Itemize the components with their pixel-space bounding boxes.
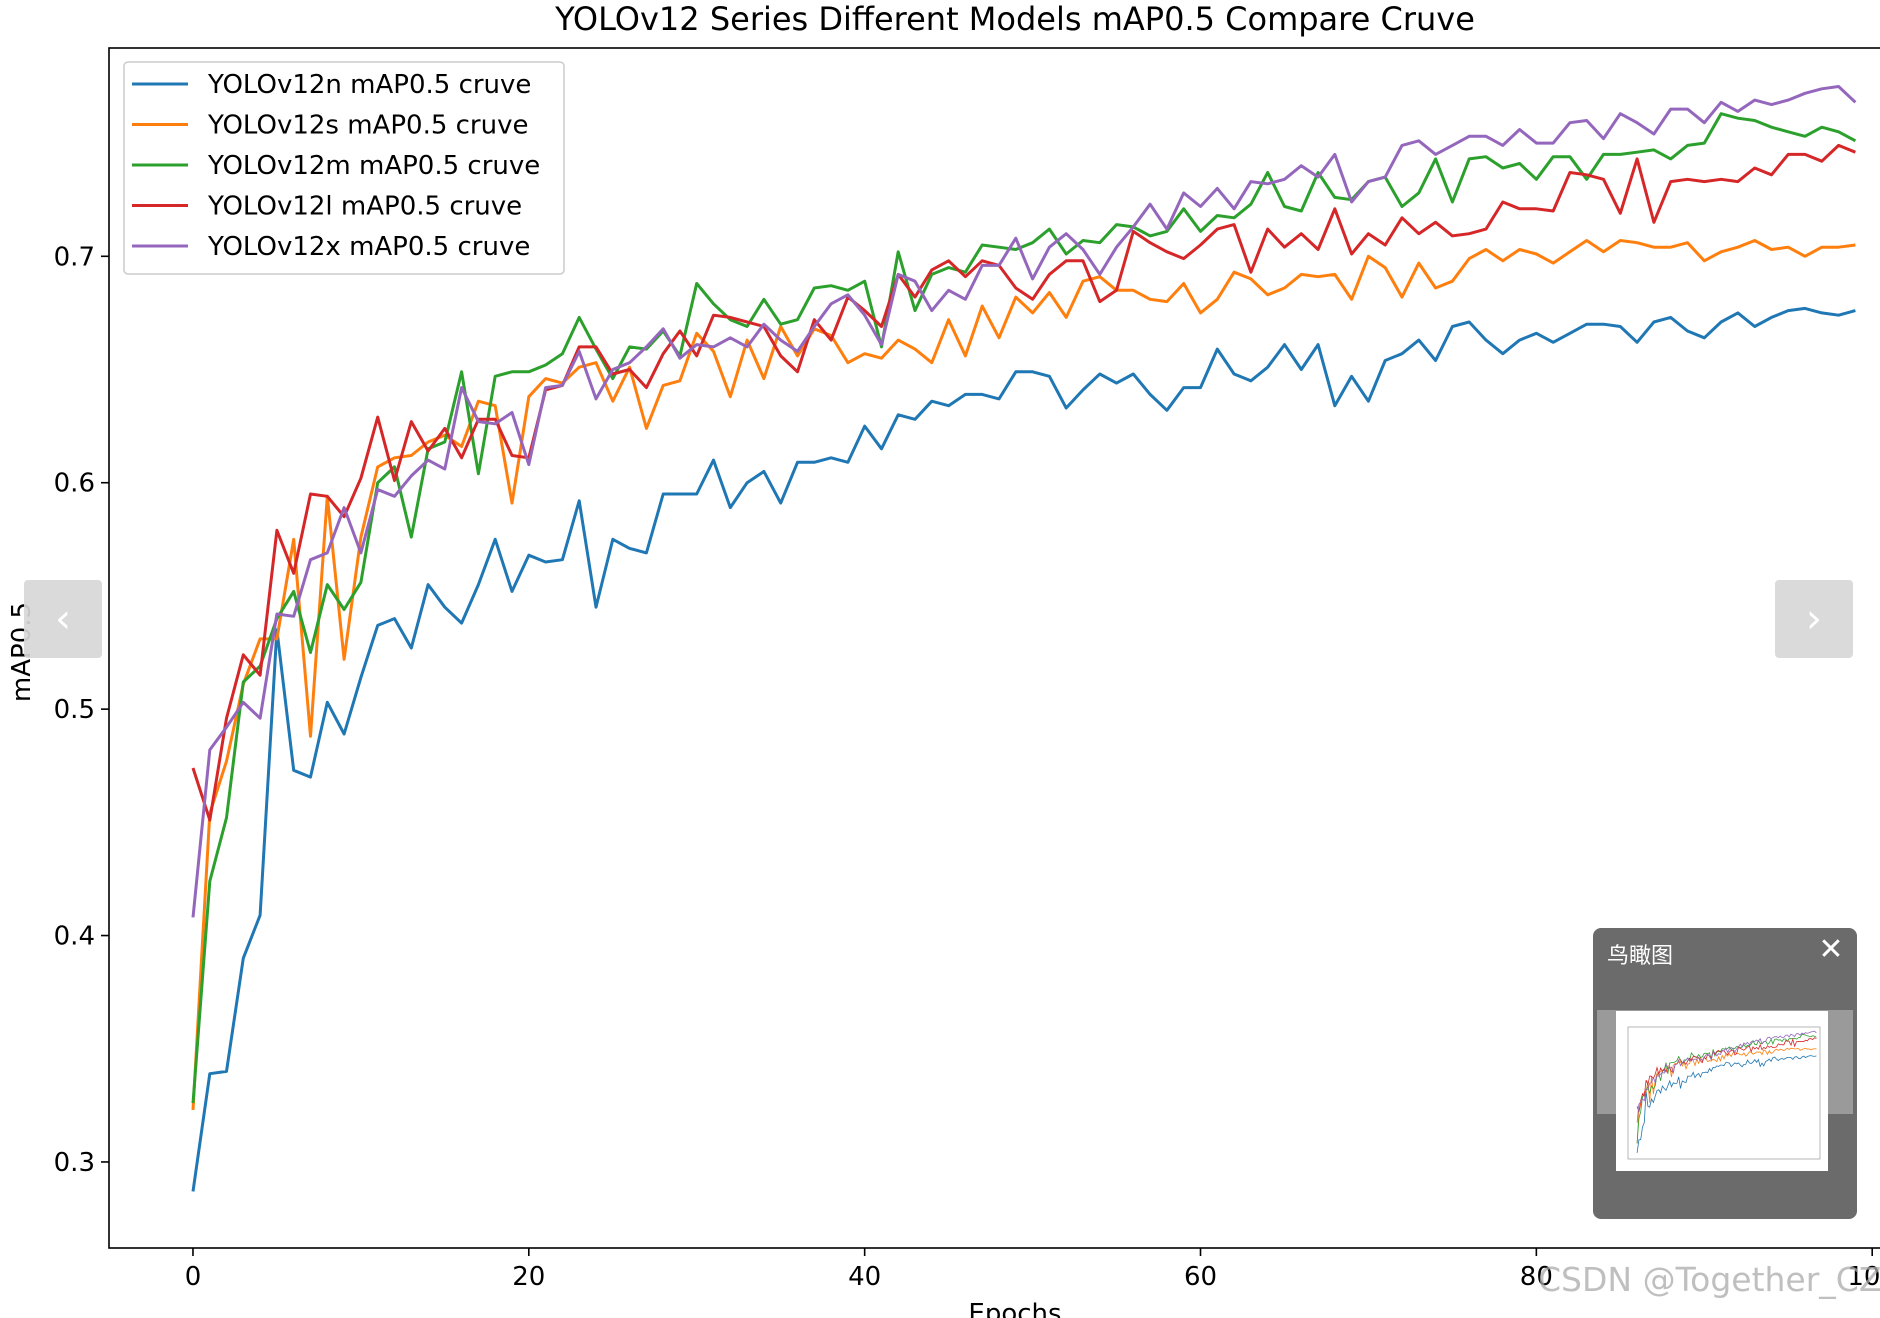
birdseye-title: 鸟瞰图: [1607, 944, 1674, 969]
thumb-plot-area: [1627, 1026, 1821, 1160]
legend-label: YOLOv12m mAP0.5 cruve: [207, 151, 540, 181]
legend-label: YOLOv12x mAP0.5 cruve: [207, 232, 530, 262]
x-axis-label: Epochs: [968, 1299, 1061, 1318]
legend: YOLOv12n mAP0.5 cruve YOLOv12s mAP0.5 cru…: [123, 61, 565, 275]
chart-title: YOLOv12 Series Different Models mAP0.5 C…: [554, 0, 1475, 38]
x-tick-label: 40: [848, 1262, 881, 1292]
x-tick-label: 0: [185, 1262, 202, 1292]
legend-label: YOLOv12n mAP0.5 cruve: [207, 70, 531, 100]
close-icon[interactable]: ✕: [1818, 932, 1844, 967]
x-tick-label: 80: [1520, 1262, 1553, 1292]
x-tick-label: 60: [1184, 1262, 1217, 1292]
birdseye-thumbnail[interactable]: [1616, 1011, 1828, 1171]
legend-label: YOLOv12s mAP0.5 cruve: [207, 111, 528, 141]
series-line: [191, 143, 1856, 822]
x-tick-label: 20: [512, 1262, 545, 1292]
y-tick-label: 0.7: [54, 242, 95, 272]
y-tick-label: 0.5: [54, 695, 95, 725]
previous-image-button[interactable]: ‹: [24, 580, 102, 658]
plot-area: [108, 47, 1880, 1249]
next-image-button[interactable]: ›: [1775, 580, 1853, 658]
series-line: [191, 306, 1856, 1192]
series-line: [191, 85, 1857, 918]
axes: 0 20 40 60 80 100 0.3 0.4 0.5 0.6 0.7: [54, 242, 1880, 1292]
thumb-series-line: [1636, 1055, 1817, 1153]
y-tick-label: 0.3: [54, 1148, 95, 1178]
thumb-series-line: [1636, 1033, 1817, 1144]
birdseye-panel: 鸟瞰图 ✕: [1593, 928, 1857, 1219]
y-tick-label: 0.4: [54, 922, 95, 952]
y-tick-label: 0.6: [54, 469, 95, 499]
chevron-right-icon: ›: [1806, 596, 1822, 642]
legend-frame: [123, 61, 565, 275]
chevron-left-icon: ‹: [55, 596, 71, 642]
series-line: [191, 112, 1857, 1104]
thumb-series-line: [1636, 1037, 1817, 1113]
series-lines: [191, 85, 1857, 1192]
thumb-series-line: [1636, 1030, 1817, 1123]
watermark: CSDN @Together_CZ: [1538, 1260, 1880, 1299]
x-tick-label: 100: [1847, 1262, 1880, 1292]
legend-label: YOLOv12l mAP0.5 cruve: [207, 192, 522, 222]
